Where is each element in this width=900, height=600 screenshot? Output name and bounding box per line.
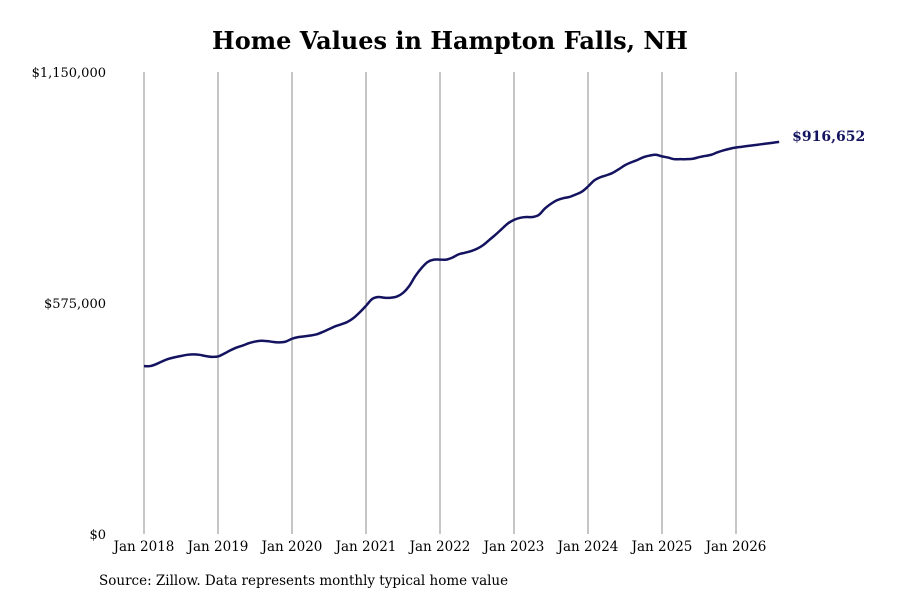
series-lines <box>143 140 780 368</box>
x-tick-label: Jan 2024 <box>556 539 619 555</box>
x-tick-label: Jan 2025 <box>630 539 693 555</box>
x-tick-label: Jan 2022 <box>408 539 471 555</box>
end-value-label: $916,652 <box>792 129 865 145</box>
end-labels: $916,652 <box>792 129 865 145</box>
x-tick-label: Jan 2023 <box>482 539 545 555</box>
y-tick-label: $575,000 <box>44 297 106 312</box>
source-note: Source: Zillow. Data represents monthly … <box>99 573 509 589</box>
series-line <box>143 140 780 368</box>
x-tick-label: Jan 2019 <box>186 539 249 555</box>
x-tick-label: Jan 2021 <box>334 539 397 555</box>
x-tick-label: Jan 2018 <box>112 539 175 555</box>
y-tick-label: $0 <box>89 528 106 543</box>
x-axis-ticks: Jan 2018 Jan 2019 Jan 2020 Jan 2021 Jan 2022… <box>112 539 767 555</box>
x-tick-label: Jan 2020 <box>260 539 323 555</box>
y-axis-ticks: $1,150,000 $575,000 $0 <box>32 66 106 543</box>
y-tick-label: $1,150,000 <box>32 66 106 81</box>
grid-lines <box>143 72 737 534</box>
chart-title: Home Values in Hampton Falls, NH <box>212 26 688 55</box>
x-tick-label: Jan 2026 <box>704 539 767 555</box>
